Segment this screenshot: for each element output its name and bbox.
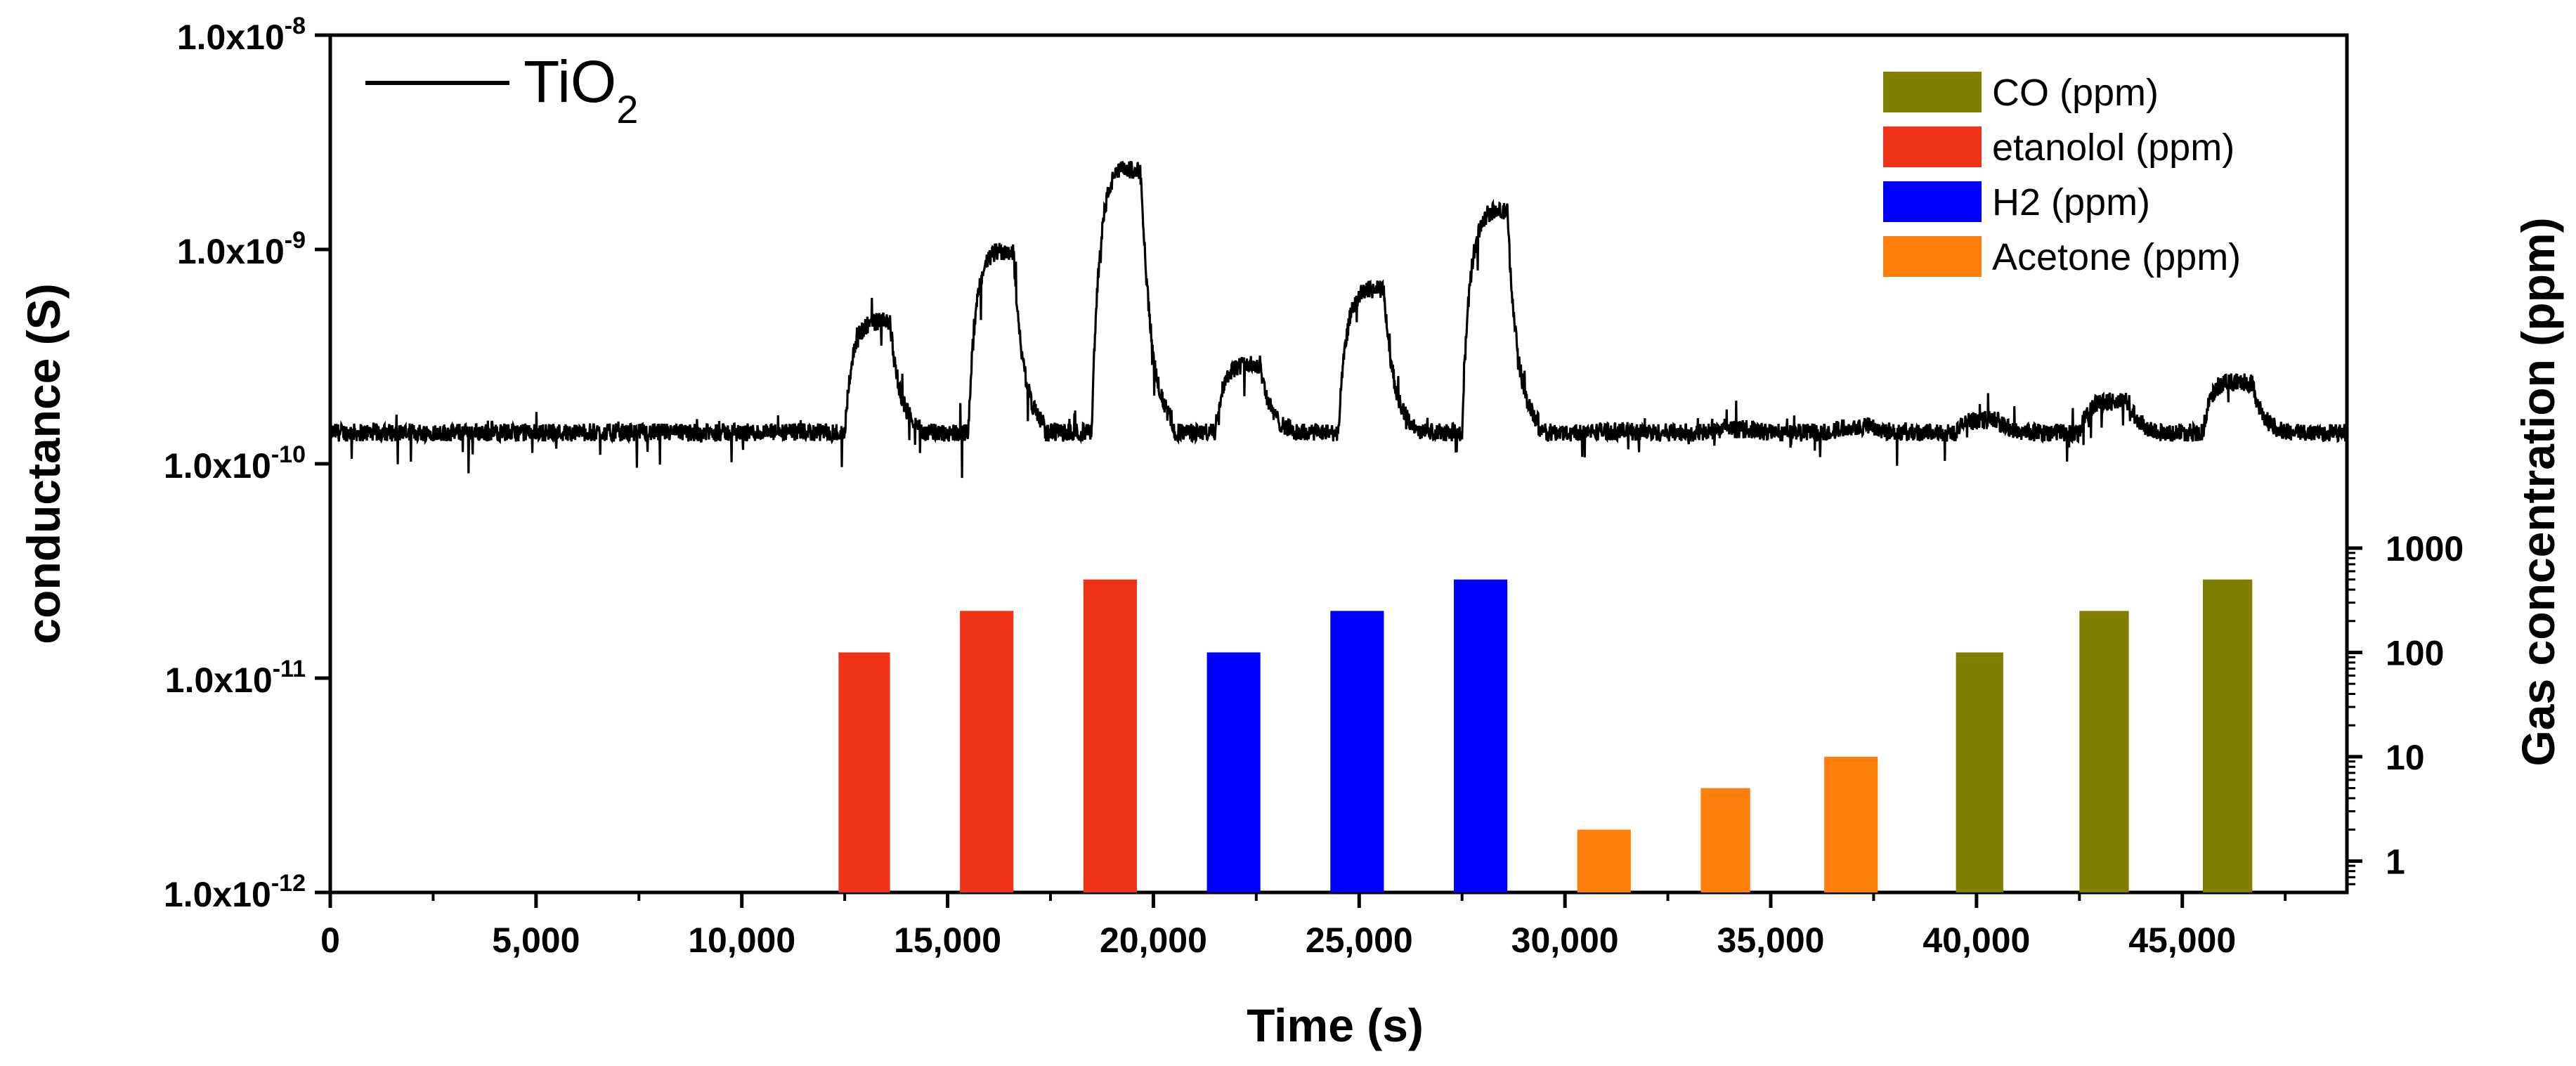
x-tick-label: 45,000 bbox=[2128, 921, 2236, 960]
y-tick-label: 1.0x10-10 bbox=[164, 441, 306, 486]
bar-co-2 bbox=[2079, 611, 2129, 892]
legend-swatch-acetone bbox=[1883, 236, 1982, 277]
x-axis-title: Time (s) bbox=[1247, 999, 1424, 1051]
bar-h2-3 bbox=[1454, 579, 1508, 892]
line-layer bbox=[329, 160, 2348, 479]
conductance-line bbox=[329, 160, 2348, 479]
bar-co-3 bbox=[2203, 579, 2253, 892]
x-tick-label: 25,000 bbox=[1306, 921, 1413, 960]
x-tick-label: 35,000 bbox=[1717, 921, 1825, 960]
x-tick-label: 40,000 bbox=[1923, 921, 2030, 960]
y2-axis-title: Gas concentration (ppm) bbox=[2512, 217, 2564, 766]
bar-acetone-1 bbox=[1577, 829, 1631, 892]
legend-swatch-etanolol bbox=[1883, 126, 1982, 167]
y-axis-title: conductance (S) bbox=[18, 283, 70, 644]
y-tick-label: 1.0x10-11 bbox=[165, 656, 306, 700]
bar-legend: CO (ppm) etanolol (ppm) H2 (ppm) Acetone (p… bbox=[1883, 72, 2241, 278]
legend-swatch-co bbox=[1883, 72, 1982, 112]
x-tick-label: 20,000 bbox=[1100, 921, 1207, 960]
y-tick-label: 1.0x10-12 bbox=[164, 870, 306, 914]
bar-co-1 bbox=[1956, 652, 2003, 892]
legend-label-h2: H2 (ppm) bbox=[1992, 181, 2150, 223]
bar-acetone-2 bbox=[1700, 788, 1750, 892]
legend-label-etanolol: etanolol (ppm) bbox=[1992, 126, 2235, 169]
legend-label-co: CO (ppm) bbox=[1992, 72, 2159, 114]
bar-acetone-3 bbox=[1824, 756, 1878, 892]
y2-tick-label: 1 bbox=[2386, 842, 2405, 881]
x-tick-label: 10,000 bbox=[688, 921, 795, 960]
y2-tick-label: 1000 bbox=[2386, 529, 2464, 568]
line-legend: TiO2 bbox=[365, 48, 638, 131]
y2-tick-label: 10 bbox=[2386, 738, 2425, 777]
x-tick-label: 5,000 bbox=[492, 921, 580, 960]
y2-tick-label: 100 bbox=[2386, 633, 2444, 672]
x-tick-label: 15,000 bbox=[894, 921, 1001, 960]
line-legend-label: TiO2 bbox=[523, 48, 638, 131]
bar-h2-1 bbox=[1206, 652, 1261, 892]
bar-etanolol-3 bbox=[1083, 579, 1137, 892]
bar-h2-2 bbox=[1330, 611, 1384, 892]
bar-etanolol-1 bbox=[838, 652, 890, 892]
y-axis-right: 1 10 100 1000 bbox=[2345, 529, 2464, 892]
legend-swatch-h2 bbox=[1883, 181, 1982, 222]
legend-label-acetone: Acetone (ppm) bbox=[1992, 236, 2241, 278]
y-tick-label: 1.0x10-9 bbox=[177, 227, 306, 271]
x-axis: 0 5,000 10,000 15,000 20,000 25,000 30,000 35,0… bbox=[320, 892, 2287, 960]
x-tick-label: 0 bbox=[320, 921, 340, 960]
y-tick-label: 1.0x10-8 bbox=[177, 13, 306, 57]
bar-etanolol-2 bbox=[960, 611, 1014, 892]
y-axis-left: 1.0x10-12 1.0x10-11 1.0x10-10 1.0x10-9 1.0x1… bbox=[164, 13, 330, 914]
bar-layer bbox=[838, 579, 2253, 892]
x-tick-label: 30,000 bbox=[1511, 921, 1619, 960]
